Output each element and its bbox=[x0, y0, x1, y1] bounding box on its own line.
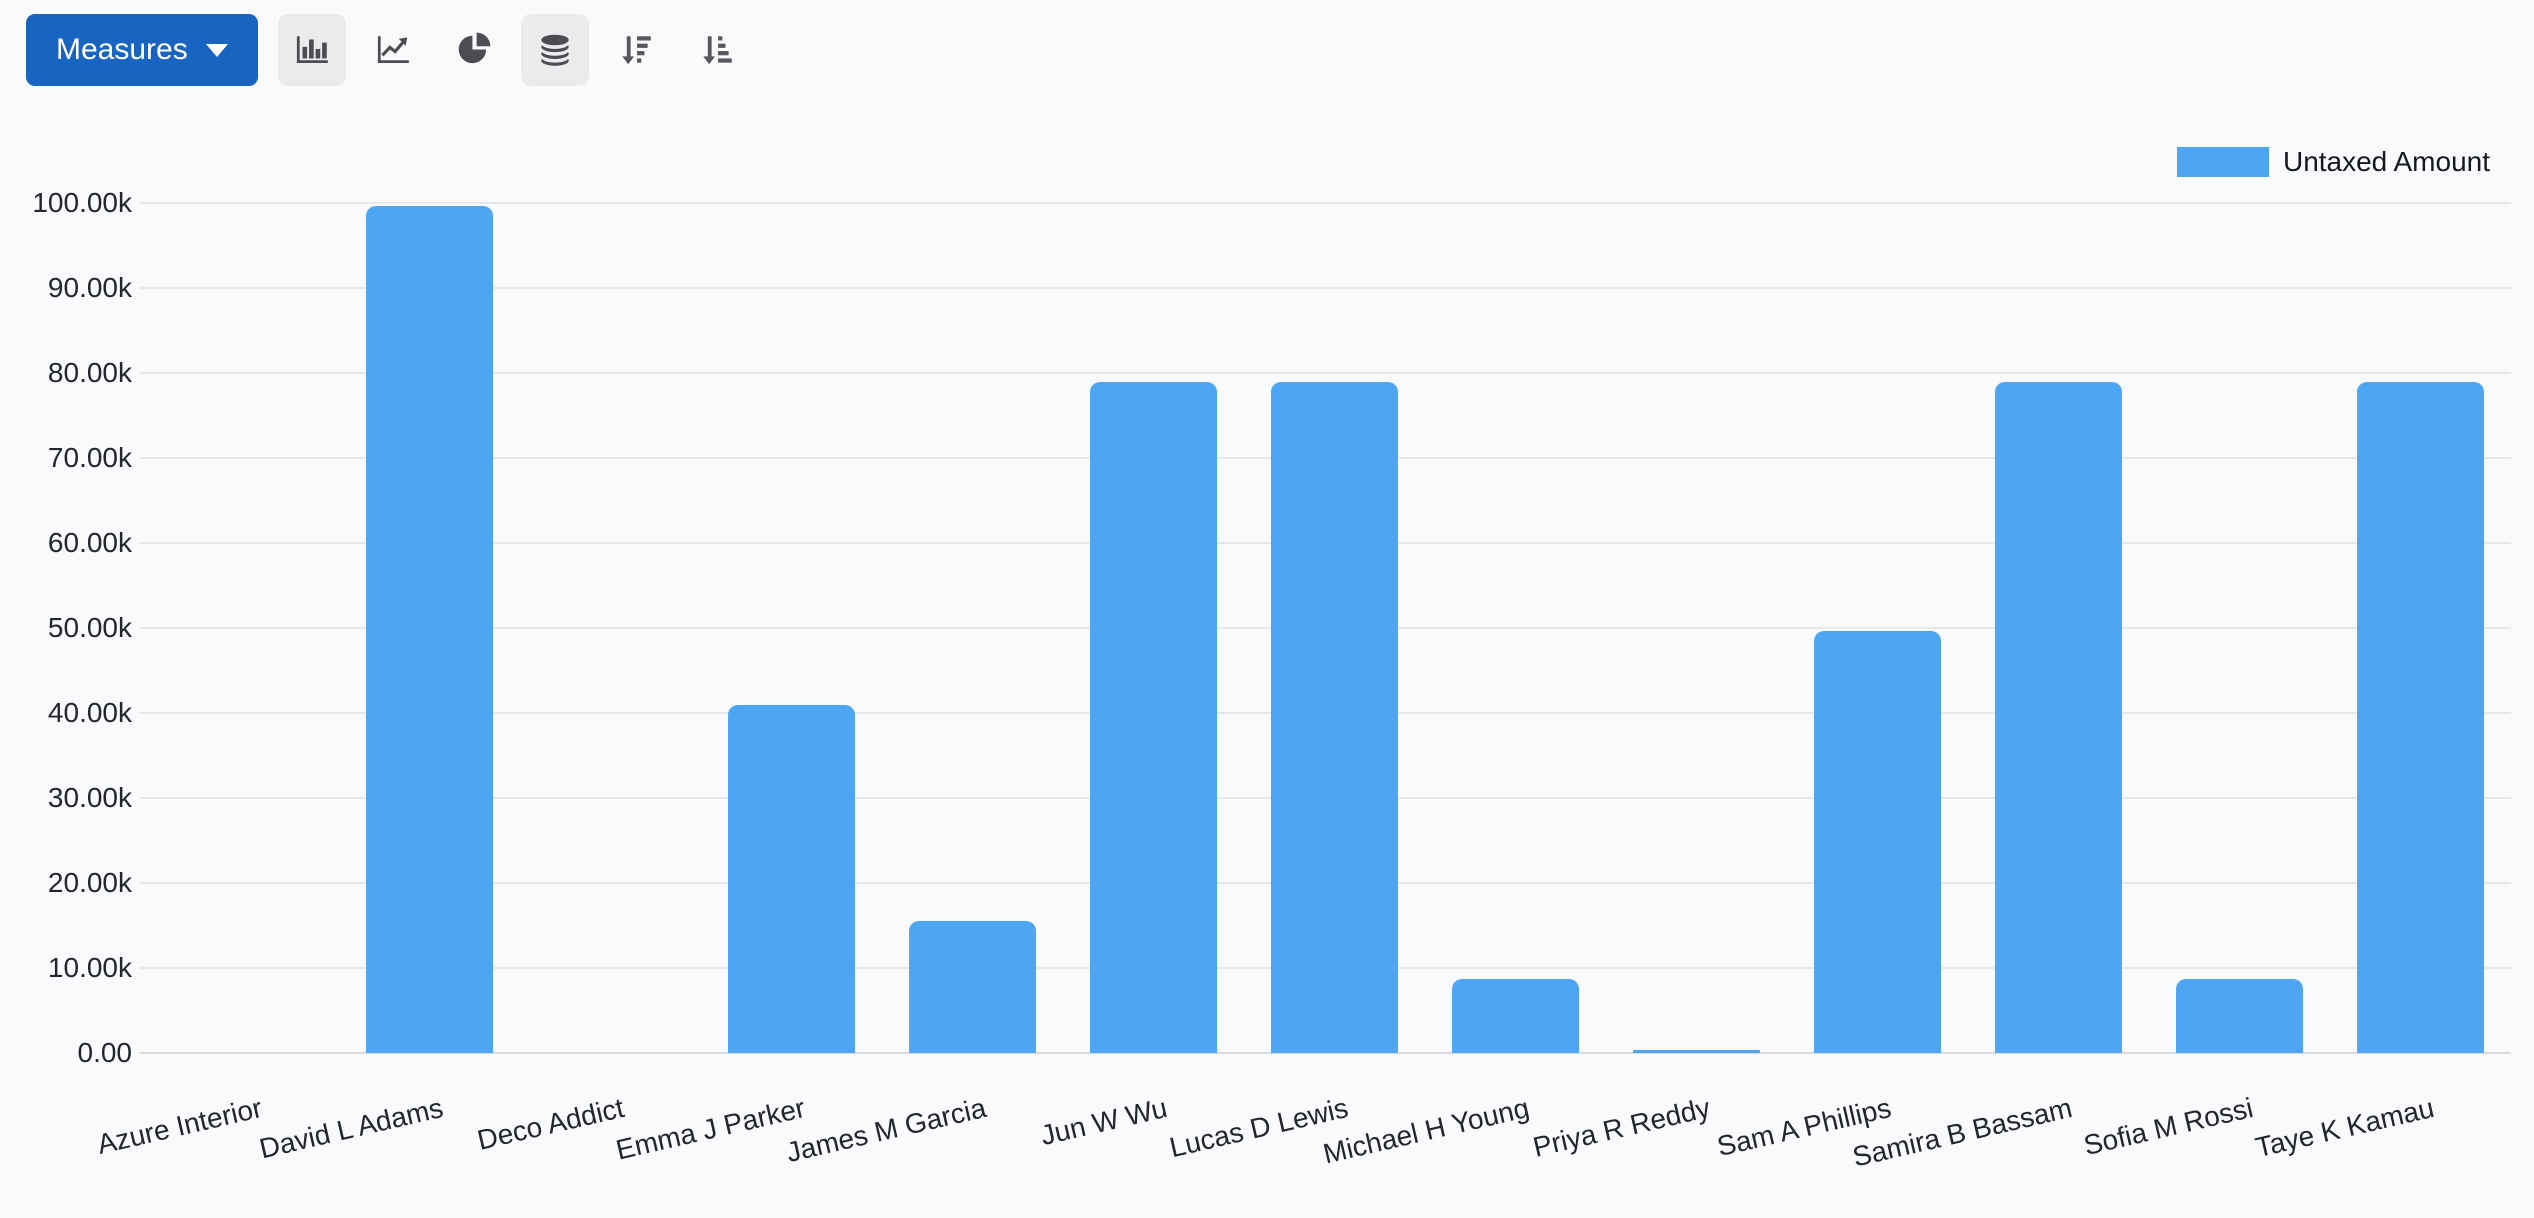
y-axis-tick-label: 80.00k bbox=[47, 357, 132, 388]
chart-legend-item[interactable]: Untaxed Amount bbox=[2176, 146, 2490, 178]
legend-label: Untaxed Amount bbox=[2282, 146, 2490, 177]
database-icon bbox=[540, 34, 569, 66]
sort-ascending-button[interactable] bbox=[683, 14, 751, 86]
y-axis-tick-label: 10.00k bbox=[47, 952, 132, 983]
bar-samira-b-bassam[interactable] bbox=[1994, 382, 2122, 1053]
bar-chart-button[interactable] bbox=[277, 14, 346, 86]
bar-priya-r-reddy[interactable] bbox=[1632, 1050, 1760, 1053]
gridline bbox=[140, 287, 2511, 289]
caret-down-icon bbox=[205, 43, 228, 57]
measures-button[interactable]: Measures bbox=[26, 14, 258, 86]
y-axis-tick-label: 20.00k bbox=[47, 867, 132, 898]
chart-line-icon bbox=[377, 36, 409, 63]
bar-james-m-garcia[interactable] bbox=[908, 921, 1036, 1053]
y-axis-tick-label: 40.00k bbox=[47, 697, 132, 728]
gridline bbox=[140, 202, 2511, 204]
graph-toolbar: Measures bbox=[26, 14, 751, 86]
y-axis-tick-label: 100.00k bbox=[32, 187, 132, 218]
pie-chart-button[interactable] bbox=[440, 14, 508, 86]
y-axis-tick-label: 70.00k bbox=[47, 442, 132, 473]
y-axis-tick-label: 90.00k bbox=[47, 272, 132, 303]
chart-pie-icon bbox=[458, 32, 491, 64]
y-axis-tick-label: 50.00k bbox=[47, 612, 132, 643]
bar-jun-w-wu[interactable] bbox=[1089, 382, 1217, 1053]
bar-emma-j-parker[interactable] bbox=[727, 705, 855, 1053]
bar-sam-a-phillips[interactable] bbox=[1813, 631, 1941, 1053]
gridline bbox=[140, 372, 2511, 374]
y-axis-tick-label: 30.00k bbox=[47, 782, 132, 813]
bar-michael-h-young[interactable] bbox=[1451, 979, 1579, 1053]
legend-swatch bbox=[2176, 147, 2269, 177]
bar-taye-k-kamau[interactable] bbox=[2356, 382, 2484, 1053]
bar-david-l-adams[interactable] bbox=[365, 206, 493, 1053]
sort-amount-desc-icon bbox=[621, 36, 651, 65]
chart-type-button-group bbox=[277, 14, 751, 86]
sort-descending-button[interactable] bbox=[602, 14, 670, 86]
graph-view: Measures bbox=[26, 14, 2511, 1173]
bar-lucas-d-lewis[interactable] bbox=[1270, 382, 1398, 1053]
gridline bbox=[140, 1052, 2511, 1054]
measures-button-label: Measures bbox=[56, 33, 188, 66]
line-chart-button[interactable] bbox=[359, 14, 427, 86]
y-axis-tick-label: 60.00k bbox=[47, 527, 132, 558]
y-axis-tick-label: 0.00 bbox=[77, 1037, 133, 1068]
chart-bar-icon bbox=[296, 36, 328, 63]
sort-amount-asc-icon bbox=[702, 36, 732, 65]
bar-sofia-m-rossi[interactable] bbox=[2175, 979, 2303, 1053]
stacked-toggle-button[interactable] bbox=[520, 14, 589, 86]
bar-chart-plot-area: 100.00k 90.00k 80.00k 70.00k 60.00k 50.00k 40.… bbox=[32, 187, 2511, 1173]
